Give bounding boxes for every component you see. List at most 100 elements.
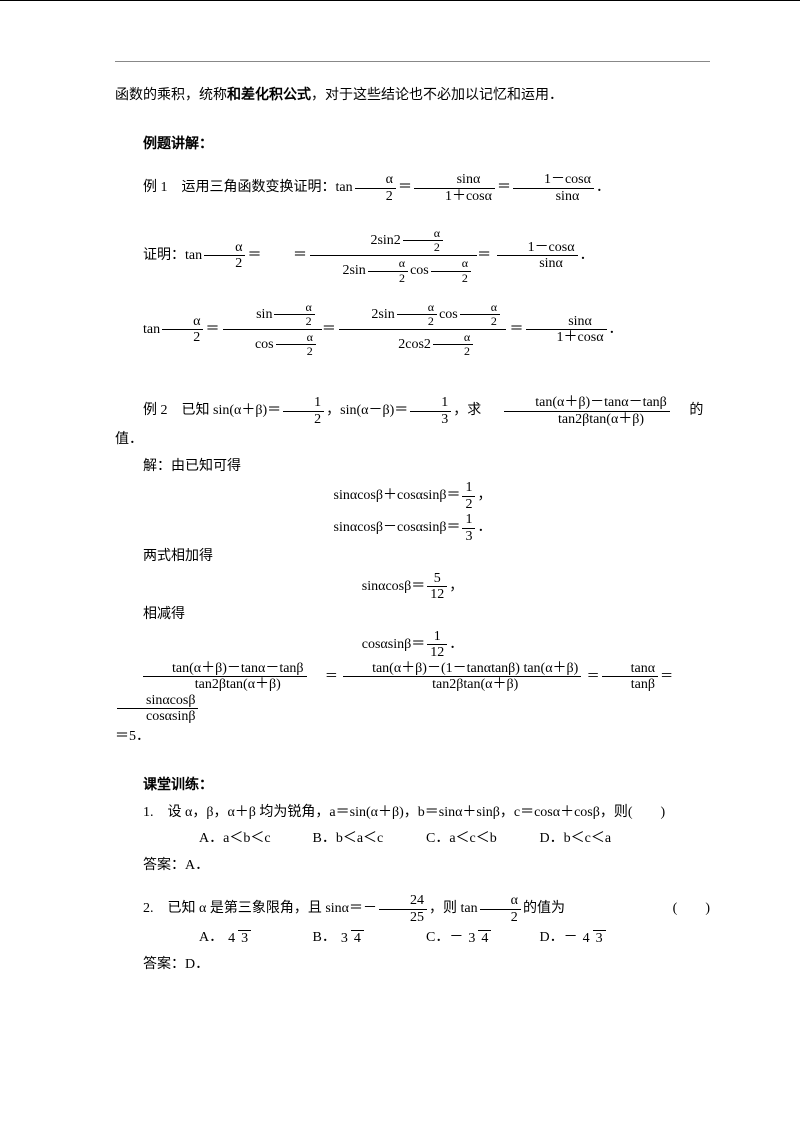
- ex2-eqD: cosαsinβ＝112．: [115, 629, 710, 661]
- n: α: [397, 301, 437, 314]
- eq-c: ＝: [510, 322, 524, 337]
- q2-D: D．－43: [540, 925, 650, 952]
- c: ，: [477, 489, 491, 504]
- den-b: cos: [410, 263, 429, 278]
- chain-d: sinαcosβcosαsinβ: [117, 693, 198, 725]
- sub: α2: [403, 227, 443, 254]
- t: sinαcosβ＋cosαsinβ＝: [334, 489, 461, 504]
- n: α: [480, 893, 521, 908]
- f: 12: [462, 480, 475, 512]
- d: 2: [397, 314, 437, 328]
- intro-pre: 函数的乘积，统称: [115, 88, 227, 103]
- proof-label: 证明：: [143, 248, 185, 263]
- n: 5: [427, 571, 447, 586]
- n: 1: [462, 480, 475, 495]
- q1-B: B．b＜a＜c: [313, 826, 423, 853]
- d: 1＋cosα: [526, 329, 607, 345]
- eq: ＝: [398, 180, 412, 195]
- num: 1－cosα: [513, 172, 594, 187]
- d: 2: [204, 255, 245, 271]
- label: 例 2: [143, 404, 168, 419]
- n: α: [162, 314, 203, 329]
- n: 1: [427, 629, 447, 644]
- d: 3: [238, 930, 251, 946]
- n: 1: [283, 395, 324, 410]
- d: 25: [379, 909, 427, 925]
- post: ，求: [453, 404, 481, 419]
- ex1-text: 运用三角函数变换证明：tan: [168, 180, 353, 195]
- eq3: ＝: [660, 668, 673, 683]
- ex2-eqC: sinαcosβ＝512，: [115, 571, 710, 603]
- frac-a2b: α2: [162, 314, 203, 346]
- f: 43: [580, 930, 606, 946]
- d: cosαsinβ: [117, 708, 198, 724]
- n: 24: [379, 893, 427, 908]
- chain-a: tan(α＋β)－tanα－tanβtan2βtan(α＋β): [143, 661, 307, 693]
- ex2-final: ＝5．: [115, 724, 710, 751]
- n: α: [204, 240, 245, 255]
- t2: cos: [439, 307, 458, 322]
- n: 1－cosα: [497, 240, 578, 255]
- q2-stem: 2. 已知 α 是第三象限角，且 sinα＝－2425，则 tanα2的值为 (…: [115, 893, 710, 925]
- n: 3: [465, 931, 478, 946]
- ex1-proof-line2: tanα2＝ sinα2 cosα2 ＝ 2sinα2cosα2 2cos2α2…: [115, 300, 710, 360]
- q1-A: A．a＜b＜c: [199, 826, 309, 853]
- d: 3: [462, 528, 475, 544]
- ex2-chain: tan(α＋β)－tanα－tanβtan2βtan(α＋β) ＝ tan(α＋…: [115, 661, 710, 725]
- intro-bold: 和差化积公式: [227, 88, 311, 103]
- p: ．: [449, 637, 463, 652]
- eq1: ＝: [325, 668, 338, 683]
- chain-c: tanαtanβ: [602, 661, 658, 693]
- d: 4: [351, 930, 364, 946]
- period: ．: [596, 180, 610, 195]
- den: 2: [355, 188, 396, 204]
- s1: α2: [397, 301, 437, 328]
- n: α: [403, 227, 443, 240]
- n: α: [276, 331, 316, 344]
- eq: ＝: [247, 248, 261, 263]
- ex2-sol-l1: 解：由已知可得: [115, 454, 710, 481]
- sub2: α2: [431, 257, 471, 284]
- ex1-label: 例 1: [143, 180, 168, 195]
- q2-frac1: 2425: [379, 893, 427, 925]
- den: 1＋cosα: [414, 188, 495, 204]
- n: tan(α＋β)－(1－tanαtanβ) tan(α＋β): [343, 661, 581, 676]
- eq3: ＝: [477, 248, 491, 263]
- n: 4: [580, 931, 593, 946]
- q1-D: D．b＜c＜a: [540, 826, 650, 853]
- frac-sin: sinα1＋cosα: [414, 172, 495, 204]
- eq2: ＝: [497, 180, 511, 195]
- q2-b: ，则 tan: [429, 901, 478, 916]
- example1-statement: 例 1 运用三角函数变换证明：tanα2＝sinα1＋cosα＝1－cosαsi…: [115, 172, 710, 204]
- eq2: ＝: [293, 248, 307, 263]
- n: 1: [462, 512, 475, 527]
- d: 12: [427, 644, 447, 660]
- s2: α2: [460, 301, 500, 328]
- f: 112: [427, 629, 447, 661]
- sub: α2: [274, 301, 314, 328]
- n: α: [368, 257, 408, 270]
- d: 12: [427, 586, 447, 602]
- section-training: 课堂训练：: [115, 773, 710, 800]
- d: 2: [480, 909, 521, 925]
- chain-b: tan(α＋β)－(1－tanαtanβ) tan(α＋β)tan2βtan(α…: [343, 661, 581, 693]
- d: 2: [162, 329, 203, 345]
- third: 13: [410, 395, 451, 427]
- f: 43: [225, 930, 251, 946]
- d: 2: [276, 344, 316, 358]
- q1-choices: A．a＜b＜c B．b＜a＜c C．a＜c＜b D．b＜c＜a: [115, 826, 710, 853]
- q2-a: 2. 已知 α 是第三象限角，且 sinα＝－: [143, 901, 377, 916]
- d: tan2βtan(α＋β): [504, 411, 670, 427]
- complex-frac-1: 2sin2α2 2sinα2cosα2: [310, 226, 477, 286]
- example2-statement: 例 2 已知 sin(α＋β)＝12，sin(α－β)＝13，求 tan(α＋β…: [115, 395, 710, 453]
- f: 34: [338, 930, 364, 946]
- n: 3: [338, 931, 351, 946]
- frac-1mcos: 1－cosαsinα: [513, 172, 594, 204]
- f: 512: [427, 571, 447, 603]
- d: 2: [283, 411, 324, 427]
- d: 3: [593, 930, 606, 946]
- d: sinα: [497, 255, 578, 271]
- c: ，: [449, 579, 463, 594]
- d: tan2βtan(α＋β): [343, 676, 581, 692]
- b: cos: [255, 337, 274, 352]
